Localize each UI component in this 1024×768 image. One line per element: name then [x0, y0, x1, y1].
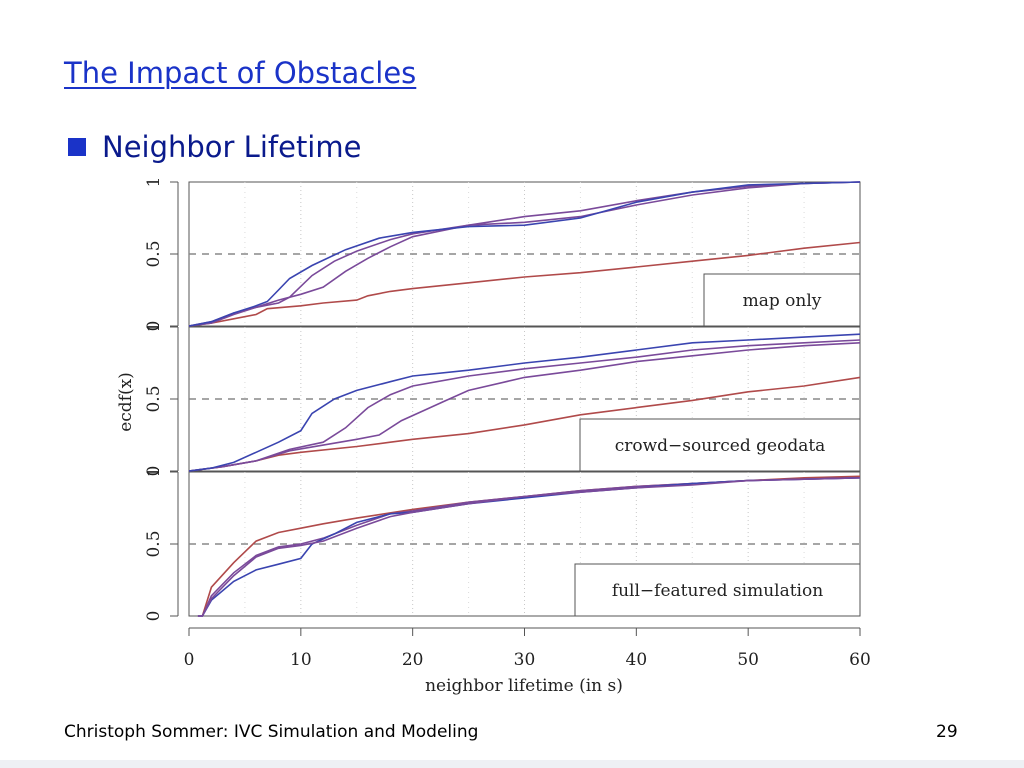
y-tick-label: 0.5	[144, 385, 164, 412]
y-axis-label: ecdf(x)	[116, 372, 136, 432]
x-tick-label: 20	[402, 650, 424, 670]
panel-label-box	[579, 418, 861, 472]
series-line-blue	[188, 181, 861, 327]
y-tick-label: 1	[144, 177, 164, 188]
panel-label: crowd−sourced geodata	[615, 436, 826, 456]
x-tick-label: 50	[737, 650, 759, 670]
bullet-text: Neighbor Lifetime	[102, 130, 362, 164]
x-tick-label: 30	[514, 650, 536, 670]
y-tick-label: 0.5	[144, 240, 164, 267]
x-axis-label: neighbor lifetime (in s)	[425, 676, 623, 696]
bullet-item: Neighbor Lifetime	[68, 130, 361, 164]
panel-label-box	[703, 273, 861, 327]
series-line-purple	[188, 339, 861, 472]
x-tick-label: 0	[184, 650, 195, 670]
y-tick-label: 0.5	[144, 530, 164, 557]
series-line-purple	[188, 181, 861, 327]
footer-band	[0, 760, 1024, 768]
footer-author: Christoph Sommer: IVC Simulation and Mod…	[64, 722, 479, 742]
y-tick-label: 0	[144, 611, 164, 622]
page-number: 29	[936, 722, 958, 742]
y-tick-label: 0	[144, 466, 164, 477]
panel-label: map only	[743, 291, 822, 311]
x-tick-label: 40	[626, 650, 648, 670]
series-line-red	[188, 241, 861, 327]
panel-label: full−featured simulation	[612, 581, 823, 601]
x-tick-label: 60	[849, 650, 871, 670]
x-tick-label: 10	[290, 650, 312, 670]
square-bullet-icon	[68, 138, 86, 156]
series-line-purple	[188, 342, 861, 472]
series-line-blue	[197, 477, 861, 617]
series-line-blue	[188, 333, 861, 472]
panel-label-box	[574, 563, 861, 617]
series-line-purple	[197, 477, 861, 617]
slide-title: The Impact of Obstacles	[64, 56, 417, 90]
y-tick-label: 0	[144, 321, 164, 332]
y-tick-label: 1	[144, 322, 164, 333]
y-tick-label: 1	[144, 467, 164, 478]
